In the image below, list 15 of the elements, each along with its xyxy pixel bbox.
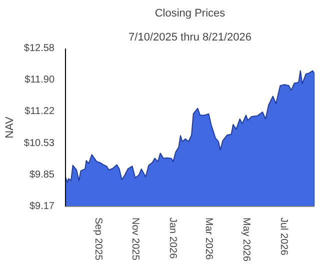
y-tick-label: $10.53: [24, 138, 55, 149]
x-tick-label: Sep 2025: [92, 218, 104, 261]
x-tick-label: Jul 2026: [278, 218, 289, 256]
chart-title: Closing Prices: [154, 8, 226, 20]
x-tick-label: Nov 2025: [130, 218, 141, 261]
y-tick-label: $11.90: [24, 74, 55, 86]
x-tick-label: Jan 2026: [167, 218, 178, 260]
y-tick-label: $12.58: [24, 43, 55, 54]
y-tick-label: $9.85: [29, 169, 55, 180]
y-tick-label: $11.22: [24, 106, 55, 118]
x-tick-label: May 2026: [240, 218, 252, 262]
y-axis-title: NAV: [4, 116, 16, 138]
chart-subtitle: 7/10/2025 thru 8/21/2026: [128, 32, 252, 44]
x-tick-label: Mar 2026: [203, 218, 214, 260]
y-tick-label: $9.17: [29, 201, 55, 212]
